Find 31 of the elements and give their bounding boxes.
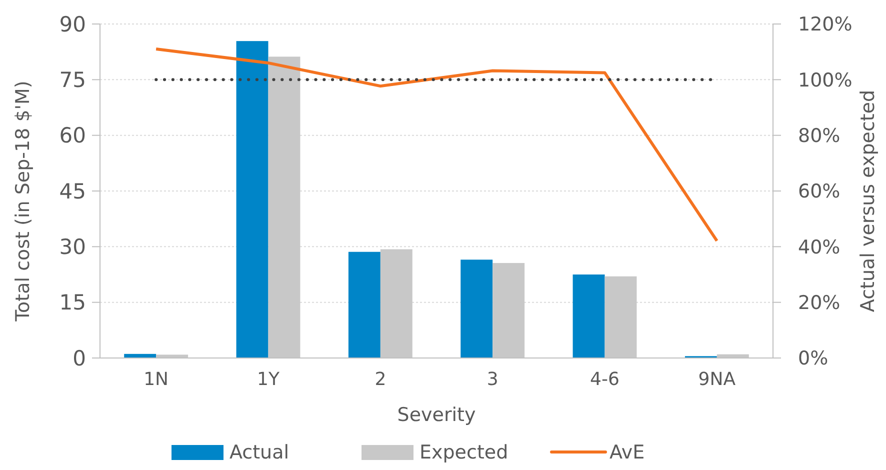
bar: [236, 41, 268, 358]
x-tick-label: 1N: [144, 369, 169, 390]
y2-tick-label: 60%: [798, 180, 840, 203]
y-tick-label: 15: [59, 290, 86, 315]
legend-label: AvE: [610, 442, 645, 464]
y2-tick-label: 40%: [798, 236, 840, 258]
x-tick-label: 1Y: [257, 369, 280, 390]
y2-axis-title: Actual versus expected: [857, 90, 879, 312]
y2-tick-label: 20%: [798, 292, 840, 314]
x-tick-label: 9NA: [698, 369, 736, 390]
y-tick-label: 45: [59, 179, 86, 204]
y-tick-label: 60: [59, 124, 86, 148]
y-tick-label: 90: [59, 12, 86, 36]
y-tick-label: 0: [72, 346, 86, 370]
y-axis-title: Total cost (in Sep-18 $'M): [12, 80, 34, 322]
bar: [460, 260, 493, 358]
y-tick-label: 75: [59, 68, 86, 92]
x-axis-title: Severity: [397, 404, 476, 426]
y2-tick-label: 100%: [798, 69, 852, 92]
line-series: [154, 48, 718, 242]
y2-tick-label: 120%: [798, 14, 852, 36]
y2-tick-label: 0%: [798, 348, 828, 370]
y2-tick-label: 80%: [798, 124, 840, 147]
y-tick-label: 30: [59, 235, 86, 260]
legend-label: Expected: [420, 442, 508, 464]
x-tick-label: 3: [486, 369, 498, 390]
bar: [572, 274, 605, 358]
x-tick-label: 2: [374, 369, 386, 390]
x-tick-label: 4-6: [590, 369, 620, 390]
bar: [348, 252, 380, 358]
legend-label: Actual: [230, 442, 290, 464]
